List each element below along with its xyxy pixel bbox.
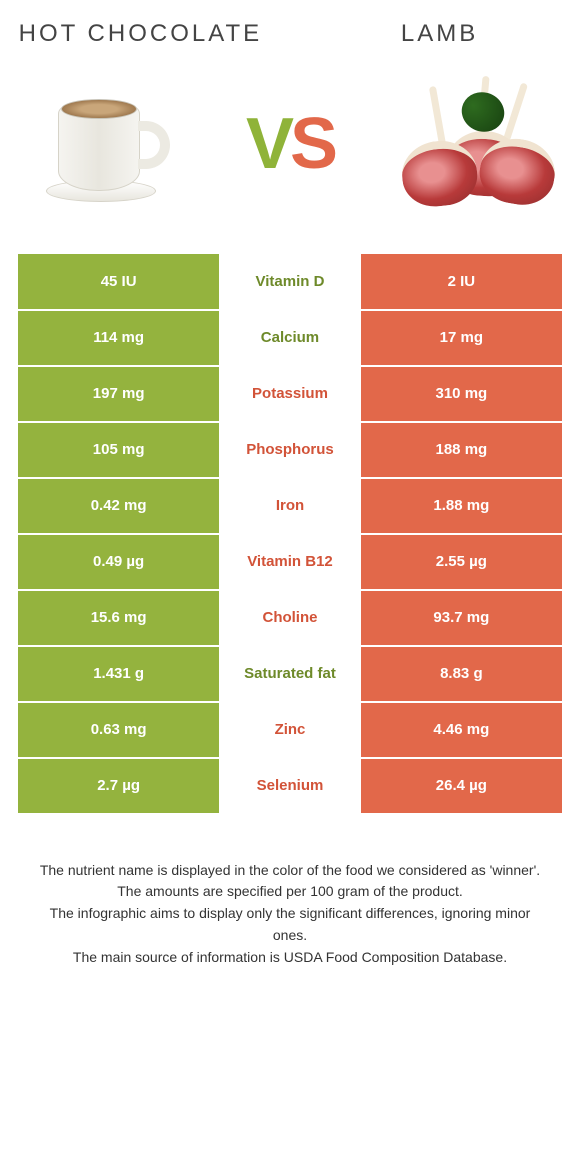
left-value: 45 IU (18, 254, 219, 310)
right-value: 4.46 mg (361, 702, 562, 758)
nutrient-label: Vitamin B12 (219, 534, 360, 590)
footnote-line: The amounts are specified per 100 gram o… (38, 881, 542, 903)
nutrient-label: Iron (219, 478, 360, 534)
nutrient-label: Potassium (219, 366, 360, 422)
right-value: 26.4 µg (361, 758, 562, 814)
table-row: 197 mgPotassium310 mg (18, 366, 562, 422)
footnote-line: The infographic aims to display only the… (38, 903, 542, 946)
titles-row: HOT CHOCOLATE LAMB (18, 20, 562, 49)
table-row: 0.49 µgVitamin B122.55 µg (18, 534, 562, 590)
right-value: 2.55 µg (361, 534, 562, 590)
comparison-table: 45 IUVitamin D2 IU114 mgCalcium17 mg197 … (18, 254, 562, 815)
footnote-line: The main source of information is USDA F… (38, 947, 542, 969)
right-value: 1.88 mg (361, 478, 562, 534)
table-row: 0.63 mgZinc4.46 mg (18, 702, 562, 758)
right-value: 310 mg (361, 366, 562, 422)
left-value: 15.6 mg (18, 590, 219, 646)
hot-chocolate-icon (28, 69, 188, 219)
left-value: 0.63 mg (18, 702, 219, 758)
left-value: 105 mg (18, 422, 219, 478)
table-row: 15.6 mgCholine93.7 mg (18, 590, 562, 646)
footnote-line: The nutrient name is displayed in the co… (38, 860, 542, 882)
vs-label: VS (246, 103, 334, 185)
left-value: 114 mg (18, 310, 219, 366)
lamb-icon (392, 69, 552, 219)
right-value: 8.83 g (361, 646, 562, 702)
left-value: 0.49 µg (18, 534, 219, 590)
footnotes: The nutrient name is displayed in the co… (18, 860, 562, 968)
table-row: 114 mgCalcium17 mg (18, 310, 562, 366)
table-row: 2.7 µgSelenium26.4 µg (18, 758, 562, 814)
nutrient-label: Saturated fat (219, 646, 360, 702)
left-value: 0.42 mg (18, 478, 219, 534)
images-row: VS (18, 69, 562, 219)
left-value: 2.7 µg (18, 758, 219, 814)
nutrient-label: Vitamin D (219, 254, 360, 310)
nutrient-label: Zinc (219, 702, 360, 758)
right-food-title: LAMB (317, 20, 562, 49)
right-value: 2 IU (361, 254, 562, 310)
left-value: 1.431 g (18, 646, 219, 702)
table-row: 105 mgPhosphorus188 mg (18, 422, 562, 478)
nutrient-label: Choline (219, 590, 360, 646)
table-row: 0.42 mgIron1.88 mg (18, 478, 562, 534)
table-row: 1.431 gSaturated fat8.83 g (18, 646, 562, 702)
right-value: 188 mg (361, 422, 562, 478)
left-value: 197 mg (18, 366, 219, 422)
nutrient-label: Phosphorus (219, 422, 360, 478)
nutrient-label: Calcium (219, 310, 360, 366)
right-value: 17 mg (361, 310, 562, 366)
nutrient-label: Selenium (219, 758, 360, 814)
left-food-title: HOT CHOCOLATE (18, 20, 263, 49)
right-value: 93.7 mg (361, 590, 562, 646)
table-row: 45 IUVitamin D2 IU (18, 254, 562, 310)
